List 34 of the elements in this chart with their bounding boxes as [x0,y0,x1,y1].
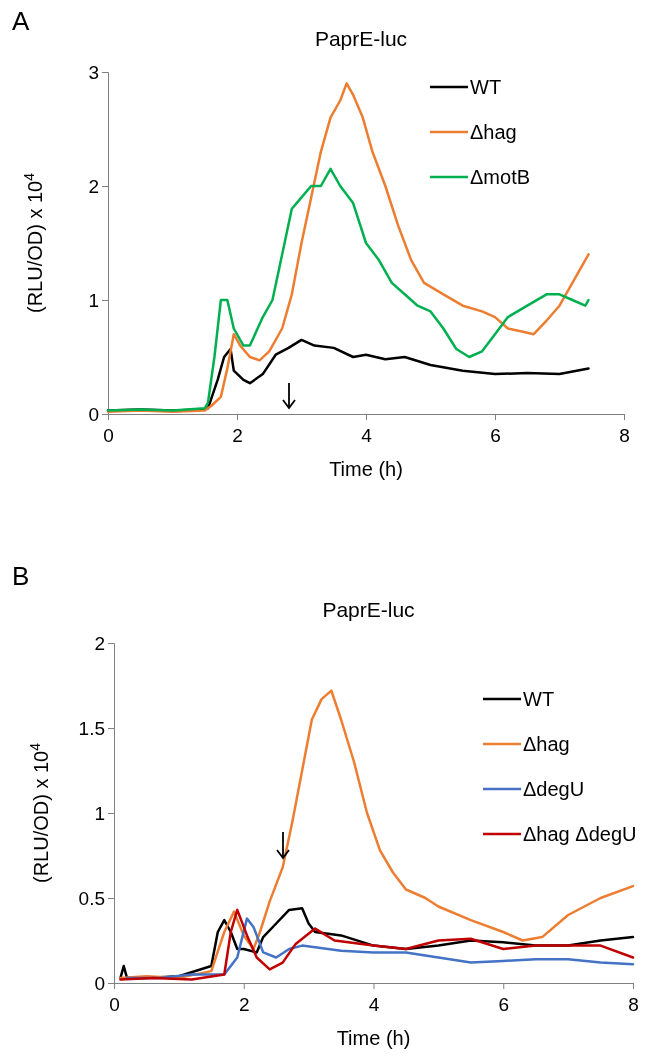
chart-title: PaprE-luc [314,27,408,50]
x-tick-label: 4 [361,425,373,446]
line-series [106,167,590,412]
chart-title: PaprE-luc [322,598,415,621]
x-axis-title: Time (h) [329,458,403,480]
x-tick-label: 2 [238,994,250,1015]
legend-label: Δhag [523,733,570,755]
legend-label: WT [470,76,502,98]
legend-label: ΔmotB [470,166,531,188]
x-tick-label: 6 [498,994,510,1015]
line-series [106,82,590,413]
x-axis-title: Time (h) [336,1027,411,1049]
y-tick-label: 0 [88,403,99,425]
y-tick-label: 1.5 [78,717,105,739]
x-tick-label: 8 [628,994,639,1015]
legend-label: Δhag ΔdegU [523,823,637,845]
legend-label: ΔdegU [523,778,585,800]
y-tick-label: 2 [88,175,99,197]
y-tick-label: 1 [94,802,105,824]
legend-label: Δhag [470,121,517,143]
x-tick-label: 8 [619,425,630,446]
x-tick-label: 4 [368,994,380,1015]
x-tick-label: 6 [490,425,501,446]
y-tick-label: 3 [88,61,99,83]
text: A [12,6,30,36]
y-tick-label: 1 [88,289,99,311]
y-tick-label: 2 [94,632,105,654]
y-tick-label: 0 [94,972,105,994]
y-tick-label: 0.5 [78,887,105,909]
line-series [119,689,635,980]
legend-label: WT [523,688,555,710]
x-tick-label: 0 [109,994,120,1015]
text: B [12,561,30,591]
x-tick-label: 2 [232,425,243,446]
